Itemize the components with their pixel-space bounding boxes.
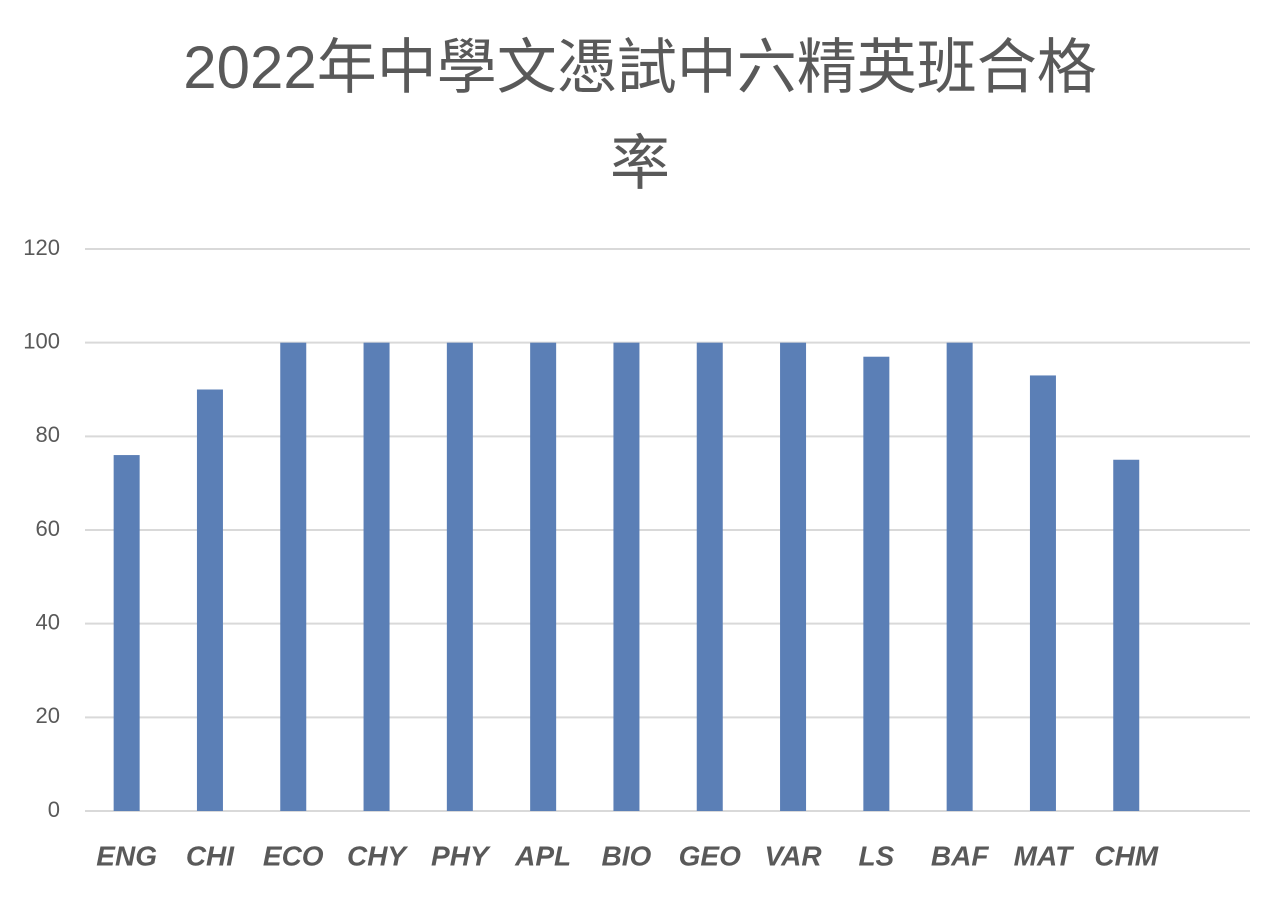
y-tick-label: 80 [36,422,60,447]
x-tick-label: ECO [263,840,324,871]
bar [363,342,390,811]
x-tick-label: CHY [347,840,408,871]
bar [780,342,807,811]
bar [946,342,973,811]
y-tick-label: 120 [23,235,60,260]
y-tick-label: 60 [36,516,60,541]
bar [280,342,307,811]
x-tick-label: BAF [931,840,989,871]
bar [530,342,557,811]
y-tick-label: 100 [23,328,60,353]
x-tick-label: CHM [1094,840,1158,871]
x-tick-label: GEO [679,840,741,871]
bar [696,342,723,811]
chart-title: 2022年中學文憑試中六精英班合格率 [183,34,1097,197]
x-tick-label: MAT [1014,840,1075,871]
x-tick-label: VAR [765,840,823,871]
x-tick-label: LS [858,840,894,871]
x-tick-label: APL [514,840,571,871]
y-tick-label: 0 [48,797,60,822]
bar [446,342,473,811]
y-tick-label: 40 [36,609,60,634]
bar [1029,375,1056,811]
x-tick-label: BIO [602,840,652,871]
x-tick-label: ENG [96,840,157,871]
bar [1113,459,1140,811]
bar [113,455,140,811]
y-tick-label: 20 [36,703,60,728]
bar [863,356,890,811]
x-tick-label: CHI [186,840,235,871]
bar [613,342,640,811]
x-tick-label: PHY [431,840,491,871]
bar [196,389,223,811]
